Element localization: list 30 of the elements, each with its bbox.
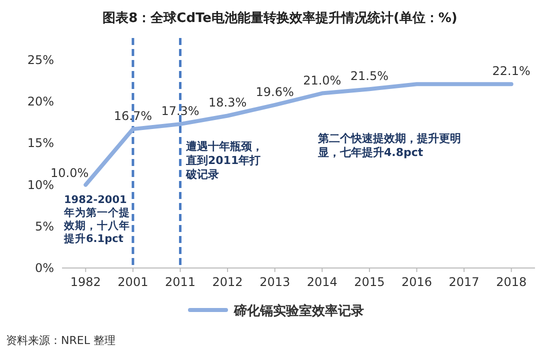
data-label: 10.0% (50, 166, 89, 180)
data-label: 17.3% (161, 104, 200, 118)
data-label: 16.7% (114, 109, 152, 124)
data-label: 21.0% (303, 73, 342, 88)
annotation: 遭遇十年瓶颈，直到2011年打破记录 (186, 140, 264, 182)
x-tick-label: 2013 (260, 275, 290, 289)
y-tick-label: 5% (34, 219, 54, 234)
x-tick-label: 2017 (448, 275, 480, 289)
data-label: 22.1% (492, 64, 530, 78)
x-tick-label: 2018 (496, 275, 527, 289)
annotation: 第二个快速提效期，提升更明显，七年提升4.8pct (318, 132, 462, 160)
y-tick-label: 10% (27, 178, 54, 192)
x-tick-label: 2014 (306, 275, 338, 289)
y-tick-label: 15% (27, 136, 54, 150)
data-label: 18.3% (208, 96, 247, 110)
data-label: 19.6% (256, 84, 294, 99)
x-tick-label: 1982 (70, 275, 101, 289)
y-tick-label: 25% (27, 53, 54, 67)
x-tick-label: 2015 (354, 275, 385, 289)
data-label: 21.5% (350, 69, 389, 84)
chart-title: 图表8：全球CdTe电池能量转换效率提升情况统计(单位：%) (102, 10, 458, 26)
x-tick-label: 2012 (212, 275, 243, 289)
y-tick-label: 20% (27, 94, 54, 109)
x-tick-label: 2001 (118, 275, 148, 289)
legend-label: 碲化镉实验室效率记录 (233, 303, 364, 319)
x-tick-label: 2011 (164, 275, 196, 289)
y-tick-label: 0% (34, 261, 54, 275)
text: 资料来源：NREL 整理 (6, 334, 116, 348)
x-tick-label: 2016 (401, 275, 432, 289)
annotation: 1982-2001年为第一个提效期，十八年提升6.1pct (64, 194, 130, 246)
